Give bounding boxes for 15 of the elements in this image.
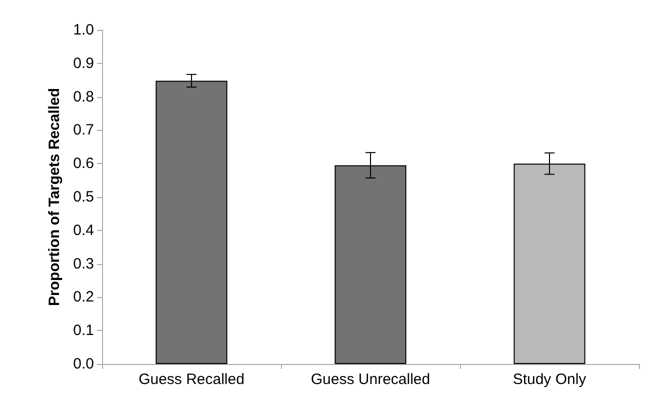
y-tick-label: 0.3 <box>73 255 94 272</box>
y-tick-label: 0.1 <box>73 322 94 340</box>
y-tick-label: 0.9 <box>73 54 94 72</box>
x-tick-label: Guess Unrecalled <box>310 371 430 388</box>
y-axis-title: Proportion of Targets Recalled <box>46 88 63 306</box>
y-tick-label: 0.0 <box>73 356 94 372</box>
y-tick-label: 0.7 <box>73 122 94 139</box>
x-tick-label: Study Only <box>512 371 587 388</box>
y-tick-label: 0.4 <box>73 222 94 239</box>
y-tick-label: 0.5 <box>73 188 94 206</box>
y-tick-label: 0.8 <box>73 88 94 106</box>
y-tick-label: 1.0 <box>73 22 94 38</box>
x-tick-label: Guess Recalled <box>138 371 244 388</box>
y-tick-label: 0.2 <box>73 288 94 306</box>
y-tick-label: 0.6 <box>73 155 94 172</box>
